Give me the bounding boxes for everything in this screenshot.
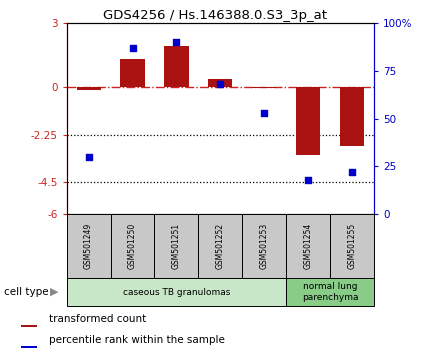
Bar	[243, 214, 286, 278]
Point	[305, 177, 312, 183]
Bar	[21, 325, 37, 327]
Bar	[296, 87, 320, 155]
Bar	[164, 46, 188, 87]
Bar	[154, 214, 198, 278]
Bar	[252, 87, 276, 88]
Bar	[208, 79, 233, 87]
Bar	[21, 347, 37, 348]
Bar	[198, 214, 243, 278]
Text: percentile rank within the sample: percentile rank within the sample	[49, 335, 225, 345]
Bar	[77, 87, 101, 90]
Text: GDS4256 / Hs.146388.0.S3_3p_at: GDS4256 / Hs.146388.0.S3_3p_at	[103, 9, 327, 22]
Bar	[67, 278, 286, 306]
Text: ▶: ▶	[49, 287, 58, 297]
Point	[261, 110, 268, 116]
Text: GSM501251: GSM501251	[172, 223, 181, 269]
Bar	[67, 214, 111, 278]
Text: GSM501254: GSM501254	[304, 223, 313, 269]
Bar	[286, 278, 374, 306]
Text: normal lung
parenchyma: normal lung parenchyma	[302, 282, 359, 302]
Bar	[286, 214, 330, 278]
Point	[217, 81, 224, 87]
Point	[85, 154, 92, 160]
Text: GSM501249: GSM501249	[84, 223, 93, 269]
Text: transformed count: transformed count	[49, 314, 147, 324]
Bar	[340, 87, 364, 146]
Text: cell type: cell type	[4, 287, 49, 297]
Bar	[120, 59, 144, 87]
Text: caseous TB granulomas: caseous TB granulomas	[123, 287, 230, 297]
Text: GSM501250: GSM501250	[128, 223, 137, 269]
Point	[129, 45, 136, 51]
Bar	[111, 214, 154, 278]
Text: GSM501253: GSM501253	[260, 223, 269, 269]
Text: GSM501252: GSM501252	[216, 223, 225, 269]
Point	[349, 169, 356, 175]
Point	[173, 39, 180, 45]
Bar	[330, 214, 374, 278]
Text: GSM501255: GSM501255	[347, 223, 356, 269]
